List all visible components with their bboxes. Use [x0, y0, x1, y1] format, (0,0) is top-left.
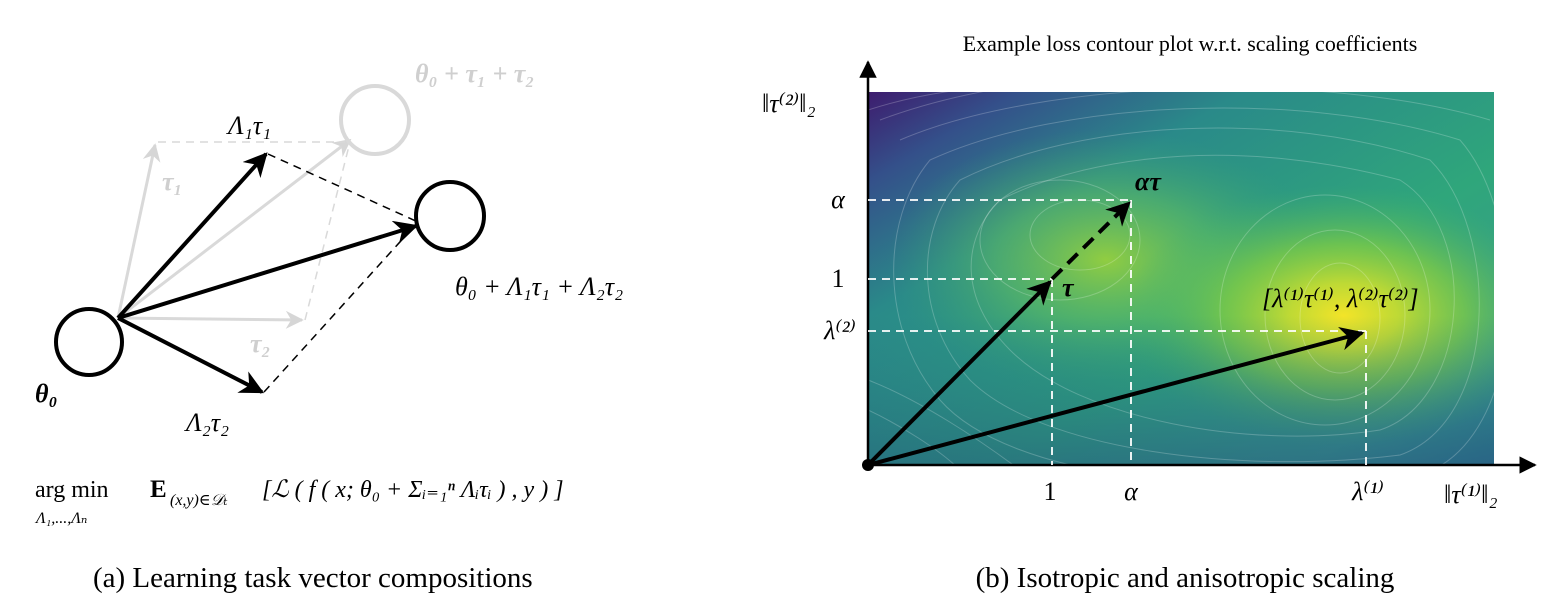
- theta0-label: θ₀: [35, 379, 58, 408]
- caption-b: (b) Isotropic and anisotropic scaling: [976, 562, 1395, 594]
- objective-body: [ℒ ( f ( x; θ₀ + Σᵢ₌₁ⁿ Λᵢτᵢ ) , y ) ]: [262, 477, 564, 503]
- faded-sum-label: θ₀ + τ₁ + τ₂: [415, 59, 534, 88]
- y-tick-alpha: α: [831, 185, 846, 214]
- faded-tau1-label: τ₁: [162, 167, 183, 196]
- x-axis-label: ‖τ⁽¹⁾‖₂: [1444, 480, 1498, 509]
- argmin-subscript: Λ₁,...,Λₙ: [34, 510, 87, 527]
- tau-arrow: [866, 280, 1052, 467]
- anisotropic-arrow: [867, 326, 1365, 467]
- y-tick-one: 1: [832, 264, 845, 293]
- faded-dash-right: [304, 141, 351, 321]
- faded-tau1-arrow: [116, 143, 161, 319]
- alpha-tau-arrow: [1050, 201, 1131, 281]
- objective-formula: arg min Λ₁,...,Λₙ E (x,y)∈𝒟ₜ [ℒ ( f ( x;…: [34, 476, 564, 527]
- faded-tau2-arrow: [117, 310, 304, 329]
- y-tick-lambda2: λ⁽²⁾: [823, 316, 856, 345]
- dash-lambda1-to-result: [267, 153, 419, 223]
- contour-field: [868, 92, 1494, 465]
- anisotropic-label: [λ⁽¹⁾τ⁽¹⁾, λ⁽²⁾τ⁽²⁾]: [1262, 284, 1419, 313]
- expectation-symbol: E: [150, 476, 167, 503]
- lambda2-tau2-label: Λ₂τ₂: [183, 408, 229, 437]
- lambda1-tau1-arrow: [116, 152, 268, 320]
- y-axis-label: ‖τ⁽²⁾‖₂: [762, 89, 816, 118]
- expectation-subscript: (x,y)∈𝒟ₜ: [170, 492, 227, 509]
- x-tick-alpha: α: [1124, 477, 1139, 506]
- lambda1-tau1-label: Λ₁τ₁: [225, 111, 271, 140]
- dash-lambda2-to-result: [263, 221, 419, 393]
- faded-target-circle: [339, 84, 411, 156]
- tau-label: τ: [1062, 273, 1075, 302]
- lambda2-tau2-arrow: [117, 316, 265, 394]
- faded-composition: [116, 84, 411, 329]
- argmin-label: arg min: [35, 477, 109, 503]
- guide-lines: [868, 199, 1367, 465]
- x-tick-lambda1: λ⁽¹⁾: [1351, 477, 1384, 506]
- alpha-tau-label: ατ: [1135, 167, 1162, 196]
- theta0-circle: [54, 307, 124, 377]
- faded-tau2-label: τ₂: [250, 329, 271, 358]
- contour-lines: [868, 92, 1494, 465]
- faded-sum-arrow: [117, 138, 352, 320]
- caption-a: (a) Learning task vector compositions: [93, 562, 533, 594]
- result-label: θ₀ + Λ₁τ₁ + Λ₂τ₂: [455, 272, 623, 301]
- panel-b-contour-plot: Example loss contour plot w.r.t. scaling…: [762, 31, 1537, 594]
- panel-a-diagram: τ₁ τ₂ θ₀ + τ₁ + τ₂ Λ₁τ₁ Λ₂τ₂ θ₀ θ₀ + Λ₁τ…: [34, 59, 623, 594]
- plot-title: Example loss contour plot w.r.t. scaling…: [963, 31, 1418, 56]
- composition-arrow: [117, 220, 419, 320]
- result-circle: [414, 180, 486, 252]
- x-tick-one: 1: [1044, 477, 1057, 506]
